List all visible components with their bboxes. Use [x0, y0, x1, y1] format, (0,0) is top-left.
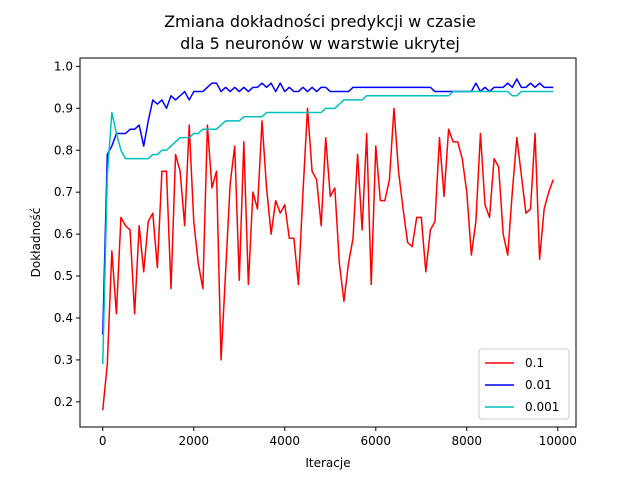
series-line-0 [102, 107, 554, 411]
chart-title-line1: Zmiana dokładności predykcji w czasie [164, 12, 476, 31]
x-tick-label: 2000 [178, 434, 209, 448]
y-tick-label: 0.7 [54, 185, 73, 199]
x-tick-label: 0 [99, 434, 107, 448]
x-tick-label: 4000 [269, 434, 300, 448]
plot-frame [79, 57, 577, 428]
x-axis: 0 2000 4000 6000 8000 10000 [99, 427, 577, 448]
legend-label-0: 0.1 [525, 356, 544, 370]
series-line-1 [102, 78, 554, 335]
chart-title-line2: dla 5 neuronów w warstwie ukrytej [180, 34, 460, 53]
legend-label-1: 0.01 [525, 378, 552, 392]
y-tick-label: 0.4 [54, 311, 73, 325]
x-tick-label: 6000 [361, 434, 392, 448]
y-tick-label: 0.8 [54, 143, 73, 157]
series-layer [102, 78, 554, 411]
series-line-2 [102, 90, 554, 365]
y-tick-label: 0.5 [54, 269, 73, 283]
y-axis-label: Dokładność [29, 208, 43, 278]
legend: 0.1 0.01 0.001 [478, 348, 570, 420]
x-tick-label: 10000 [539, 434, 577, 448]
y-tick-label: 1.0 [54, 59, 73, 73]
y-tick-label: 0.3 [54, 353, 73, 367]
y-axis: 0.2 0.3 0.4 0.5 0.6 0.7 0.8 0.9 1.0 [54, 59, 80, 409]
y-tick-label: 0.9 [54, 101, 73, 115]
y-tick-label: 0.2 [54, 395, 73, 409]
legend-box [478, 348, 570, 420]
legend-label-2: 0.001 [525, 400, 559, 414]
y-tick-label: 0.6 [54, 227, 73, 241]
x-tick-label: 8000 [452, 434, 483, 448]
x-axis-label: Iteracje [305, 456, 350, 470]
